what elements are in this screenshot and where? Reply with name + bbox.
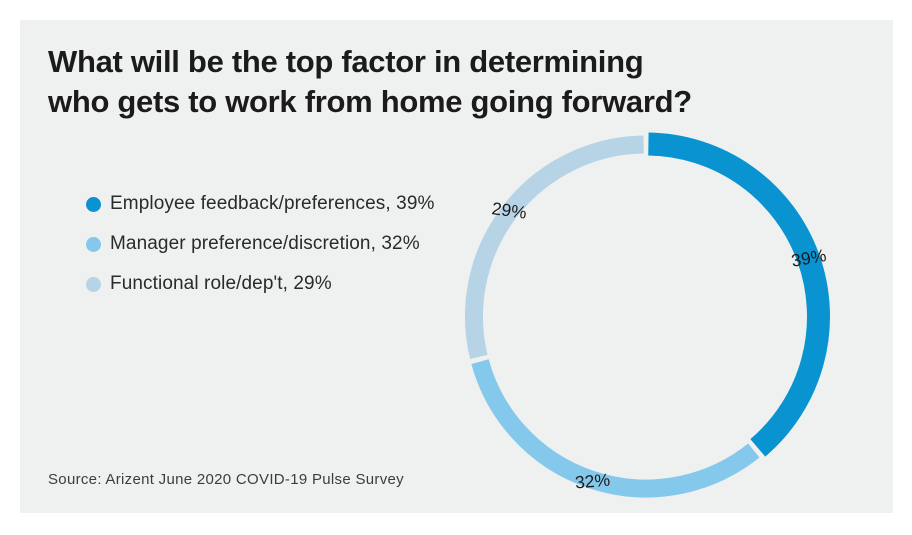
donut-segment-2 <box>465 135 644 360</box>
legend-item-label: Employee feedback/preferences, 39% <box>110 193 435 214</box>
legend-item-functional-role: Functional role/dep't, 29% <box>86 264 434 304</box>
legend-item-employee-feedback: Employee feedback/preferences, 39% <box>86 184 434 224</box>
chart-title: What will be the top factor in determini… <box>48 42 692 122</box>
donut-segment-1 <box>471 359 760 498</box>
legend-item-label: Manager preference/discretion, 32% <box>110 233 420 254</box>
legend-item-label: Functional role/dep't, 29% <box>110 273 332 294</box>
legend-bullet-icon <box>86 236 101 252</box>
chart-title-line-1: What will be the top factor in determini… <box>48 44 644 79</box>
donut-segment-0 <box>648 132 830 457</box>
donut-segment-value-label: 32% <box>574 470 611 493</box>
legend-item-manager-preference: Manager preference/discretion, 32% <box>86 224 434 264</box>
chart-legend: Employee feedback/preferences, 39% Manag… <box>86 184 434 304</box>
donut-segment-value-label: 29% <box>491 198 528 223</box>
legend-bullet-icon <box>86 196 101 212</box>
chart-title-line-2: who gets to work from home going forward… <box>48 84 692 119</box>
legend-bullet-icon <box>86 276 101 292</box>
infographic-panel <box>20 20 893 513</box>
source-caption: Source: Arizent June 2020 COVID-19 Pulse… <box>48 471 404 488</box>
